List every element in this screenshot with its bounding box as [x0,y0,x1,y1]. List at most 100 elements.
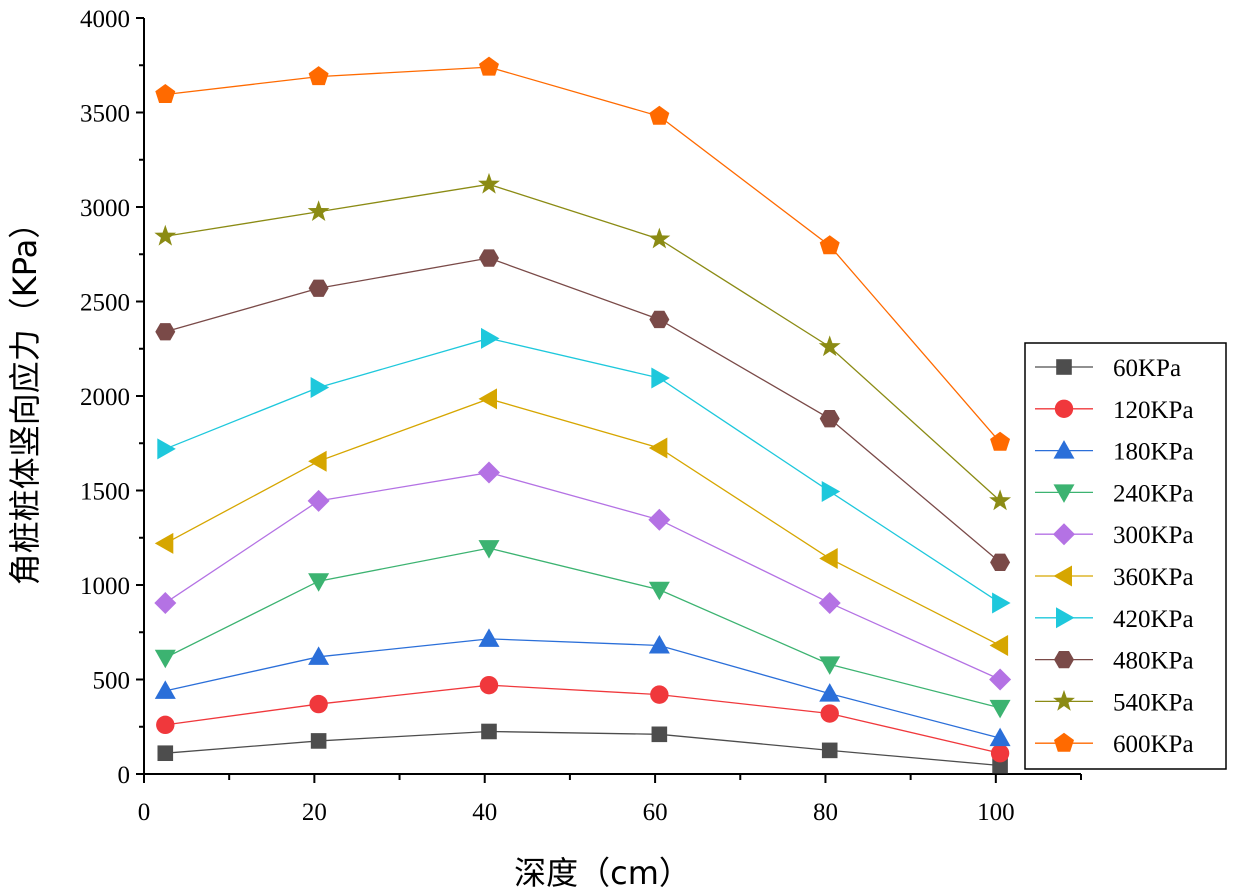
series-120KPa [156,675,1010,763]
y-tick-label: 3500 [80,101,130,128]
data-point [308,573,330,592]
data-point [307,200,330,222]
data-point [648,581,670,601]
data-point [310,377,330,398]
data-point [154,532,174,554]
data-point [819,410,840,428]
data-point [820,704,839,723]
data-point [992,757,1008,774]
legend-item: 600KPa [1035,731,1194,758]
legend-item: 300KPa [1035,522,1194,549]
data-point [818,335,841,357]
y-tick-label: 1500 [80,479,130,506]
legend-marker [1053,523,1075,546]
series-600KPa [155,56,1011,451]
legend-item: 60KPa [1035,355,1181,382]
legend-marker [1053,440,1075,459]
legend-label: 360KPa [1113,564,1194,591]
y-tick-label: 2000 [80,384,130,411]
data-point [821,742,838,759]
legend-label: 60KPa [1113,355,1181,382]
y-axis-title: 角桩桩体竖向应力（KPa） [6,207,44,585]
data-point [819,235,840,255]
data-point [992,592,1011,614]
data-point [154,680,176,699]
series-line [165,66,1001,443]
legend-item: 120KPa [1035,397,1194,424]
x-tick-label: 100 [977,799,1015,826]
legend-item: 420KPa [1035,606,1194,633]
data-point [308,646,330,665]
data-point [821,480,841,502]
x-tick-label: 60 [643,799,668,826]
data-point [819,548,838,570]
data-point [648,437,668,459]
data-point [310,733,327,749]
y-tick-label: 0 [118,762,131,789]
series-540KPa [154,172,1012,511]
legend-marker [1056,359,1072,375]
data-point [819,683,841,702]
series-line [165,337,1001,604]
series-line [165,684,1001,754]
data-point [478,540,500,559]
data-point [649,105,670,125]
x-tick-label: 20 [302,799,327,826]
data-point [156,715,175,735]
data-point [478,388,497,410]
data-point [648,508,671,531]
series-60KPa [157,723,1008,774]
data-point [479,56,499,76]
data-point [989,634,1009,656]
legend-label: 600KPa [1113,731,1194,758]
legend-item: 360KPa [1035,564,1194,591]
series-line [164,398,1001,647]
legend-label: 480KPa [1113,648,1194,675]
y-tick-label: 2500 [80,290,130,317]
series-line [165,547,1001,709]
data-point [481,723,497,740]
series-480KPa [155,249,1011,571]
legend-marker [1056,607,1075,629]
y-tick-label: 1000 [80,573,130,600]
data-point [649,310,670,329]
data-point [989,727,1011,747]
series-line [165,730,1001,767]
data-point [154,591,177,614]
data-point [154,224,177,246]
x-tick-label: 80 [813,799,838,826]
series-line [165,257,1001,563]
series-180KPa [154,628,1011,747]
data-point [480,327,500,349]
legend-item: 240KPa [1035,480,1194,507]
data-point [309,694,328,714]
series-line [165,183,1001,502]
axes [136,17,1082,783]
legend-item: 480KPa [1035,648,1194,675]
series-360KPa [154,388,1009,656]
x-axis-title: 深度（cm） [514,854,691,892]
data-point [308,450,327,472]
legend-item: 540KPa [1035,689,1194,716]
legend: 60KPa 120KPa 180KPa 240KPa 300KPa 360KPa 420KP… [1024,342,1227,770]
legend-label: 420KPa [1113,606,1194,633]
y-tick-label: 3000 [80,195,130,222]
data-point [819,656,841,675]
data-point [648,634,670,654]
data-point [990,431,1011,451]
data-point [307,489,330,512]
data-point [990,553,1011,571]
data-point [989,668,1012,691]
legend-label: 300KPa [1113,522,1194,549]
y-tick-label: 4000 [80,6,130,33]
data-point [308,279,329,297]
legend-marker [1053,689,1075,711]
data-point [989,699,1011,719]
x-tick-label: 40 [472,799,497,826]
data-point [477,461,500,484]
series-300KPa [154,461,1012,691]
data-point [650,685,669,704]
data-point [651,367,670,389]
legend-marker [1054,650,1074,669]
